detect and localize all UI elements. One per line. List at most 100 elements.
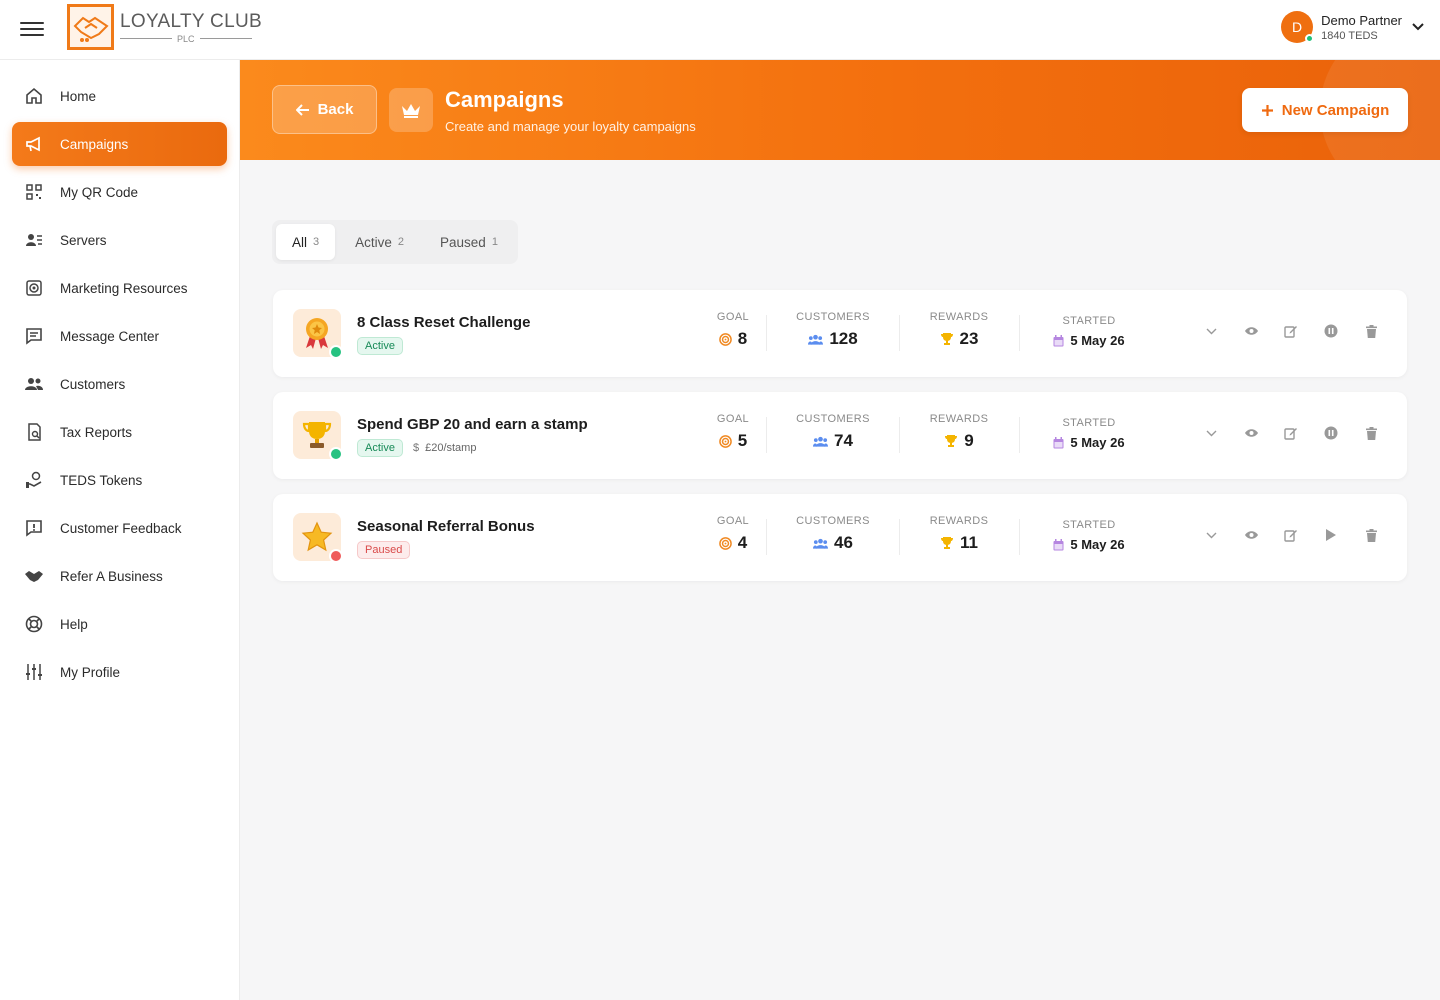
customers-value: 74: [834, 431, 853, 450]
started-value: 5 May 26: [1070, 537, 1125, 552]
campaign-name: Seasonal Referral Bonus: [357, 518, 535, 535]
sidebar-item-label: My QR Code: [60, 184, 139, 200]
sidebar-item-home[interactable]: Home: [12, 74, 227, 118]
sidebar-item-label: Home: [60, 88, 97, 104]
back-button-label: Back: [317, 101, 354, 118]
delete-icon[interactable]: [1363, 323, 1379, 339]
status-badge: Active: [357, 439, 403, 457]
sidebar-item-label: My Profile: [60, 664, 121, 680]
page-title: Campaigns: [445, 87, 564, 112]
sidebar-item-customer-feedback[interactable]: Customer Feedback: [12, 506, 227, 550]
report-icon: [28, 423, 41, 441]
tab-active[interactable]: Active 2: [339, 224, 420, 260]
menu-icon[interactable]: [20, 18, 44, 40]
avatar[interactable]: D: [1281, 11, 1315, 43]
delete-icon[interactable]: [1363, 527, 1379, 543]
sidebar-item-servers[interactable]: Servers: [12, 218, 227, 262]
sidebar-item-customers[interactable]: Customers: [12, 362, 227, 406]
sidebar-item-refer-a-business[interactable]: Refer A Business: [12, 554, 227, 598]
logo-subtitle: PLC: [177, 33, 195, 44]
sidebar-item-help[interactable]: Help: [12, 602, 227, 646]
sidebar-item-qr-code[interactable]: My QR Code: [12, 170, 227, 214]
sidebar-item-label: Tax Reports: [60, 424, 133, 440]
sidebar-item-marketing-resources[interactable]: Marketing Resources: [12, 266, 227, 310]
user-menu[interactable]: D Demo Partner 1840 TEDS: [1281, 11, 1424, 43]
target-icon: [718, 434, 732, 448]
sidebar-item-label: Refer A Business: [60, 568, 163, 584]
stamp-rate: $ £20/stamp: [413, 442, 477, 454]
view-icon[interactable]: [1243, 527, 1259, 543]
sidebar-item-label: Customers: [60, 376, 126, 392]
tab-all[interactable]: All 3: [276, 224, 336, 260]
stat-label: STARTED: [1062, 315, 1116, 327]
view-icon[interactable]: [1243, 425, 1259, 441]
customers-value: 46: [834, 533, 853, 552]
sidebar-item-teds-tokens[interactable]: TEDS Tokens: [12, 458, 227, 502]
chevron-down-icon[interactable]: [1203, 323, 1219, 339]
started-stat: STARTED 5 May 26: [1039, 417, 1139, 450]
tab-label: Active: [355, 234, 392, 250]
chevron-down-icon[interactable]: [1203, 527, 1219, 543]
sidebar-item-tax-reports[interactable]: Tax Reports: [12, 410, 227, 454]
tab-count: 3: [313, 236, 320, 248]
delete-icon[interactable]: [1363, 425, 1379, 441]
status-filter-tabs: All 3 Active 2 Paused 1: [272, 220, 518, 264]
users-icon: [813, 538, 829, 549]
status-dot: [329, 447, 343, 461]
sidebar-item-label: Servers: [60, 232, 107, 248]
tokens-icon: [26, 471, 42, 488]
rewards-value: 9: [964, 431, 974, 450]
logo-title: LOYALTY CLUB: [120, 10, 262, 32]
campaign-card[interactable]: Spend GBP 20 and earn a stamp Active $ £2…: [273, 392, 1407, 479]
started-stat: STARTED 5 May 26: [1039, 519, 1139, 552]
campaign-card[interactable]: Seasonal Referral Bonus Paused GOAL 4 CU…: [273, 494, 1407, 581]
sidebar-item-label: Marketing Resources: [60, 280, 188, 296]
sidebar-item-my-profile[interactable]: My Profile: [12, 650, 227, 694]
campaign-name: Spend GBP 20 and earn a stamp: [357, 416, 588, 433]
campaign-card[interactable]: 8 Class Reset Challenge Active GOAL 8 CU…: [273, 290, 1407, 377]
user-name: Demo Partner: [1321, 12, 1402, 28]
tab-count: 2: [397, 236, 405, 248]
logo[interactable]: LOYALTY CLUB PLC: [67, 4, 262, 50]
sidebar: Home Campaigns My QR Code Servers Market…: [0, 60, 240, 1000]
pause-icon[interactable]: [1323, 425, 1339, 441]
customers-stat: CUSTOMERS 128: [783, 311, 883, 349]
stat-label: STARTED: [1062, 519, 1116, 531]
pause-icon[interactable]: [1323, 323, 1339, 339]
message-icon: [26, 328, 42, 345]
calendar-icon: [1053, 538, 1064, 550]
new-campaign-button[interactable]: New Campaign: [1242, 88, 1408, 132]
status-dot: [329, 549, 343, 563]
edit-icon[interactable]: [1283, 323, 1299, 339]
user-list-icon: [26, 234, 42, 246]
lifebuoy-icon: [25, 615, 43, 633]
sidebar-item-campaigns[interactable]: Campaigns: [12, 122, 227, 166]
chevron-down-icon[interactable]: [1203, 425, 1219, 441]
calendar-icon: [1053, 334, 1064, 346]
started-stat: STARTED 5 May 26: [1039, 315, 1139, 348]
sidebar-item-label: Customer Feedback: [60, 520, 182, 536]
sidebar-item-label: Message Center: [60, 328, 160, 344]
sidebar-item-message-center[interactable]: Message Center: [12, 314, 227, 358]
customers-stat: CUSTOMERS 74: [783, 413, 883, 451]
edit-icon[interactable]: [1283, 425, 1299, 441]
back-button[interactable]: Back: [272, 85, 377, 134]
chevron-down-icon[interactable]: [1412, 23, 1424, 31]
tab-label: All: [292, 234, 308, 250]
stat-label: GOAL: [716, 311, 750, 323]
goal-stat: GOAL 5: [703, 413, 763, 451]
sliders-icon: [26, 664, 42, 680]
stat-label: GOAL: [716, 515, 750, 527]
edit-icon[interactable]: [1283, 527, 1299, 543]
customers-value: 128: [829, 329, 858, 348]
goal-value: 8: [737, 329, 748, 348]
tab-paused[interactable]: Paused 1: [424, 224, 514, 260]
users-icon: [808, 334, 824, 345]
page-header: Back Campaigns Create and manage your lo…: [240, 60, 1440, 160]
stat-label: CUSTOMERS: [796, 413, 870, 425]
target-icon: [718, 536, 732, 550]
play-icon[interactable]: [1323, 527, 1339, 543]
view-icon[interactable]: [1243, 323, 1259, 339]
page-subtitle: Create and manage your loyalty campaigns: [445, 119, 696, 134]
trophy-icon: [940, 333, 953, 345]
